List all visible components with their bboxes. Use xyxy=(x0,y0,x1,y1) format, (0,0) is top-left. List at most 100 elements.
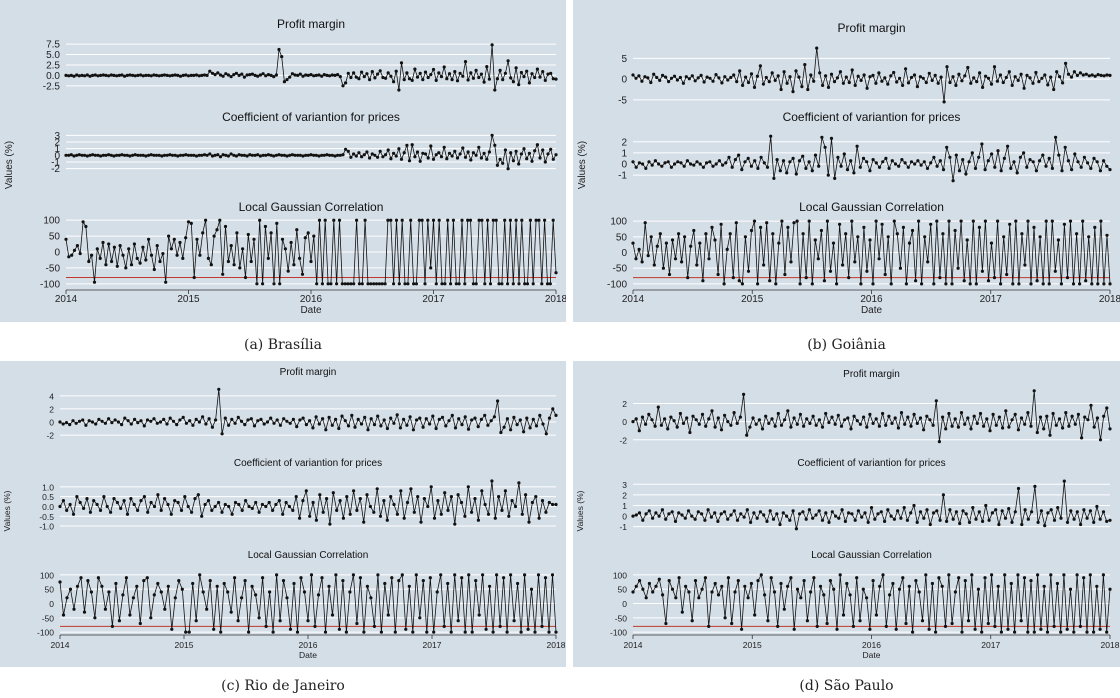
data-point xyxy=(413,67,417,71)
data-point xyxy=(741,83,745,87)
data-point xyxy=(549,147,553,151)
y-tick-label: 100 xyxy=(40,570,54,580)
data-point xyxy=(235,231,239,235)
data-point xyxy=(666,160,670,164)
data-point xyxy=(915,520,919,524)
data-point xyxy=(962,279,966,283)
data-point xyxy=(194,73,199,77)
data-point xyxy=(489,419,493,423)
data-point xyxy=(778,522,782,527)
data-point xyxy=(369,282,373,286)
data-point xyxy=(889,74,893,78)
data-point xyxy=(838,70,842,74)
data-point xyxy=(455,79,460,83)
data-point xyxy=(971,506,975,510)
data-point xyxy=(203,502,207,507)
data-point xyxy=(670,238,675,242)
data-point xyxy=(810,282,814,286)
data-point xyxy=(103,607,107,611)
data-point xyxy=(805,619,809,623)
data-point xyxy=(954,510,958,514)
data-point xyxy=(453,426,458,430)
data-point xyxy=(232,153,236,157)
data-point xyxy=(1071,282,1076,286)
data-point xyxy=(513,504,518,509)
data-point xyxy=(152,504,157,509)
data-point xyxy=(540,282,544,286)
data-point xyxy=(948,80,952,85)
y-tick-label: 50 xyxy=(616,232,628,243)
data-point xyxy=(394,69,398,73)
data-point xyxy=(1000,509,1004,513)
data-point xyxy=(685,416,689,420)
data-point xyxy=(208,579,212,583)
x-axis-label: Date xyxy=(300,305,322,316)
data-point xyxy=(859,78,863,82)
data-point xyxy=(81,418,85,422)
data-point xyxy=(835,282,839,286)
data-point xyxy=(72,74,76,78)
data-point xyxy=(805,417,809,421)
data-point xyxy=(769,134,773,138)
data-point xyxy=(650,163,654,167)
data-point xyxy=(944,282,948,286)
data-point xyxy=(931,423,935,427)
data-point xyxy=(366,428,370,432)
data-point xyxy=(551,77,555,81)
data-point xyxy=(451,218,455,222)
data-point xyxy=(972,414,976,418)
data-point xyxy=(1019,416,1024,420)
y-tick-label: 1.0 xyxy=(42,482,54,492)
data-point xyxy=(72,248,77,252)
data-point xyxy=(292,581,296,586)
data-point xyxy=(1012,160,1016,164)
y-tick-label: 50 xyxy=(49,232,61,243)
data-point xyxy=(202,73,207,77)
data-point xyxy=(779,581,783,586)
data-point xyxy=(205,607,209,611)
data-point xyxy=(344,630,348,634)
data-point xyxy=(930,581,934,586)
data-point xyxy=(385,426,389,431)
data-point xyxy=(546,152,550,156)
data-point xyxy=(1075,573,1079,577)
data-point xyxy=(1036,520,1040,524)
data-point xyxy=(125,73,129,77)
data-point xyxy=(834,514,838,518)
data-point xyxy=(229,244,233,248)
y-tick-label: 4 xyxy=(49,391,54,401)
data-point xyxy=(904,621,908,626)
data-point xyxy=(77,74,81,78)
data-point xyxy=(1099,73,1103,77)
data-point xyxy=(945,519,949,523)
data-point xyxy=(477,218,481,222)
data-point xyxy=(1002,156,1006,160)
data-point xyxy=(1017,282,1021,286)
data-point xyxy=(716,272,720,277)
data-point xyxy=(456,493,460,497)
data-point xyxy=(534,218,538,222)
data-point xyxy=(437,151,441,155)
data-point xyxy=(829,136,834,140)
data-point xyxy=(109,73,113,77)
data-point xyxy=(259,417,263,421)
data-point xyxy=(512,415,516,419)
data-point xyxy=(826,173,830,177)
data-point xyxy=(300,272,305,276)
y-tick-label: -50 xyxy=(42,613,55,623)
data-point xyxy=(421,151,425,155)
data-point xyxy=(923,235,927,239)
data-point xyxy=(522,75,526,79)
data-point xyxy=(868,627,872,631)
data-point xyxy=(1068,587,1073,591)
series-line xyxy=(59,480,556,525)
data-point xyxy=(881,411,885,416)
data-point xyxy=(1046,83,1050,87)
data-point xyxy=(898,76,902,80)
data-point xyxy=(498,624,502,628)
data-point xyxy=(716,593,721,597)
y-axis-label: Values (%) xyxy=(2,490,12,531)
data-point xyxy=(461,146,465,150)
data-point xyxy=(1034,169,1038,173)
